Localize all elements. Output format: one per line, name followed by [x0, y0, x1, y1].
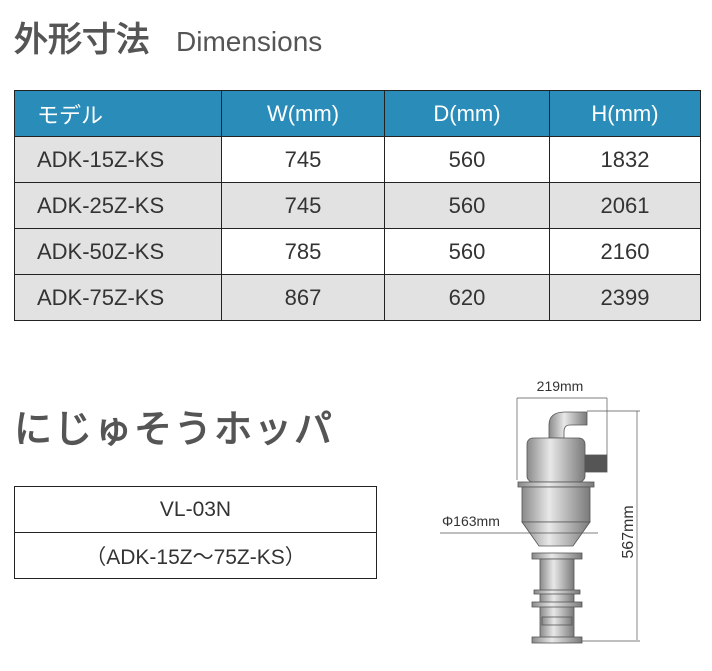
hopper-drawing: 219mm Φ163mm 567mm — [440, 378, 640, 644]
table-row: ADK-75Z-KS 867 620 2399 — [14, 274, 701, 321]
hopper-table: VL-03N （ADK-15Z～75Z-KS） — [14, 486, 377, 579]
hopper-model: VL-03N — [14, 486, 377, 533]
width-label: 219mm — [537, 378, 584, 394]
hopper-icon — [517, 411, 608, 644]
diameter-label: Φ163mm — [442, 513, 500, 529]
hopper-applicable: （ADK-15Z～75Z-KS） — [14, 532, 377, 579]
height-label: 567mm — [620, 505, 637, 558]
hopper-title: にじゅそうホッパ — [14, 407, 335, 451]
table-row: ADK-25Z-KS 745 560 2061 — [14, 182, 701, 229]
cell-w: 745 — [221, 136, 385, 183]
cell-model: ADK-15Z-KS — [14, 136, 222, 183]
cell-w: 785 — [221, 228, 385, 275]
dimensions-table: モデル W(mm) D(mm) H(mm) ADK-15Z-KS 745 560 18… — [14, 90, 701, 321]
header-w: W(mm) — [221, 90, 385, 137]
cell-model: ADK-25Z-KS — [14, 182, 222, 229]
table-row: VL-03N — [14, 486, 377, 533]
cell-h: 1832 — [549, 136, 701, 183]
cell-d: 560 — [384, 136, 550, 183]
table-row: ADK-15Z-KS 745 560 1832 — [14, 136, 701, 183]
cell-h: 2061 — [549, 182, 701, 229]
table-row: （ADK-15Z～75Z-KS） — [14, 532, 377, 579]
dimensions-heading: 外形寸法 Dimensions — [14, 12, 322, 61]
cell-d: 560 — [384, 182, 550, 229]
dimensions-title-en: Dimensions — [176, 26, 323, 57]
cell-d: 560 — [384, 228, 550, 275]
table-header: モデル W(mm) D(mm) H(mm) — [14, 90, 701, 137]
dimensions-title-jp: 外形寸法 — [14, 20, 150, 60]
table-row: ADK-50Z-KS 785 560 2160 — [14, 228, 701, 275]
cell-w: 745 — [221, 182, 385, 229]
cell-model: ADK-50Z-KS — [14, 228, 222, 275]
cell-w: 867 — [221, 274, 385, 321]
cell-h: 2399 — [549, 274, 701, 321]
cell-d: 620 — [384, 274, 550, 321]
cell-model: ADK-75Z-KS — [14, 274, 222, 321]
cell-h: 2160 — [549, 228, 701, 275]
header-h: H(mm) — [549, 90, 701, 137]
header-d: D(mm) — [384, 90, 550, 137]
header-model: モデル — [14, 90, 222, 137]
